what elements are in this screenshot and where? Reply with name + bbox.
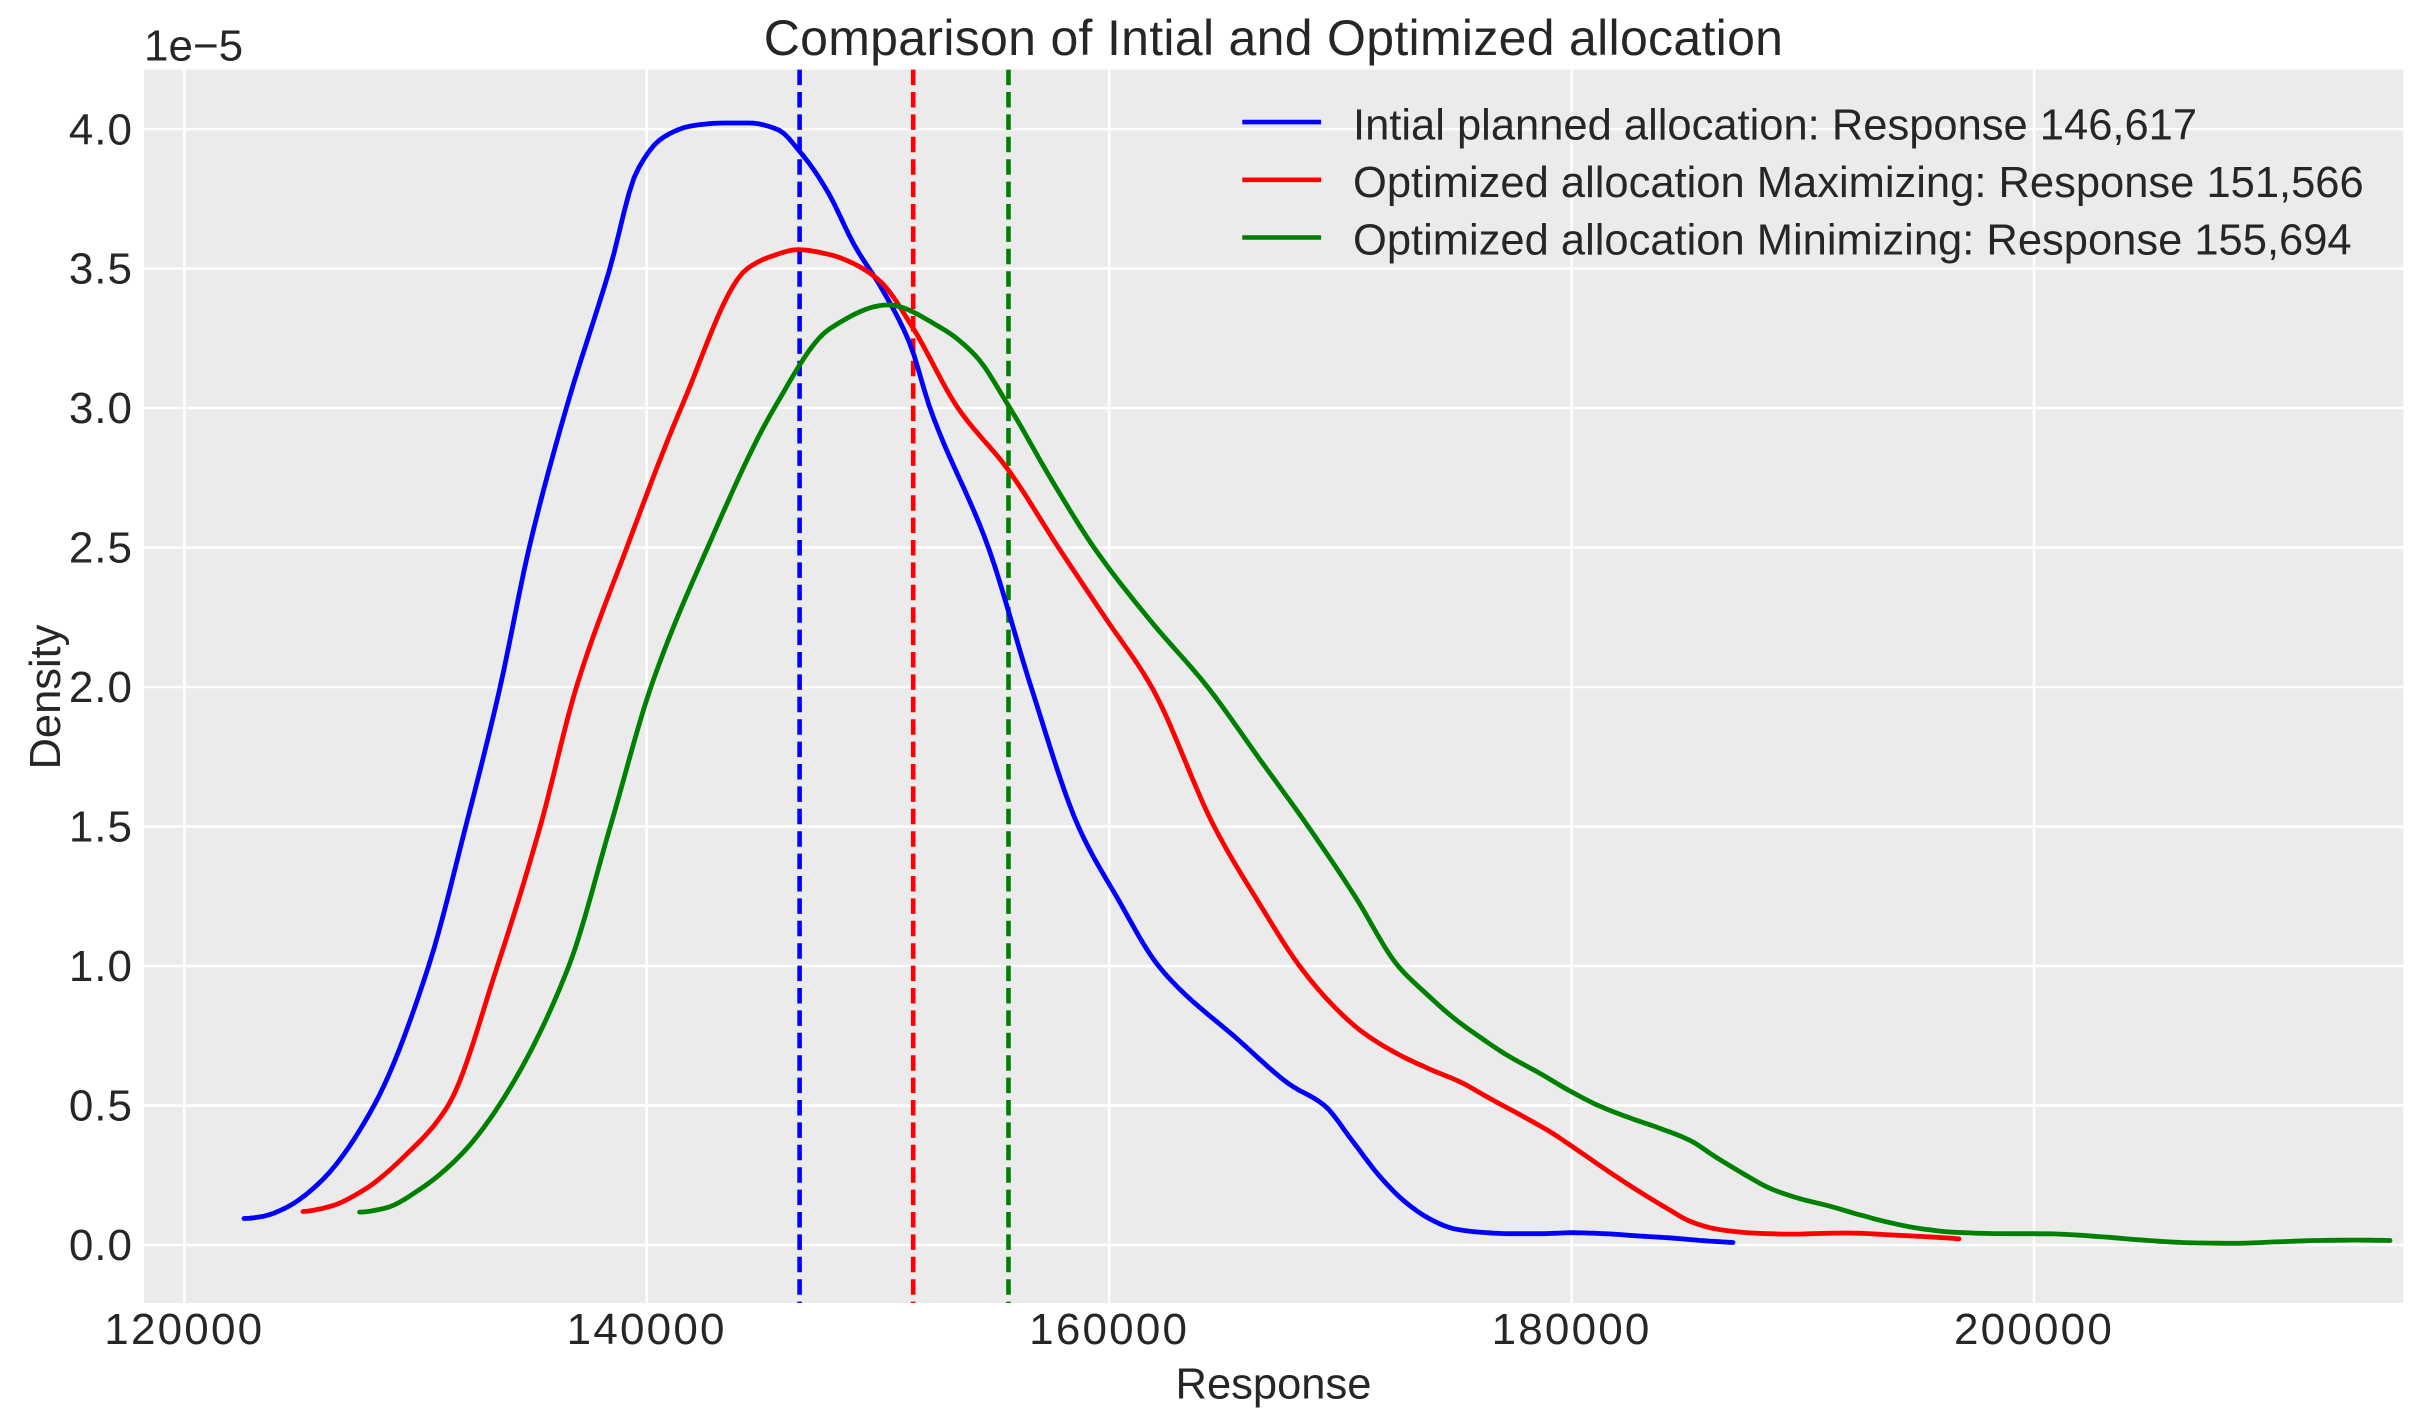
svg-text:120000: 120000 [104,1305,264,1354]
svg-text:160000: 160000 [1029,1305,1189,1354]
svg-text:180000: 180000 [1492,1305,1652,1354]
svg-text:Optimized allocation Minimizin: Optimized allocation Minimizing: Respons… [1353,217,2352,265]
svg-text:Comparison of Intial and Optim: Comparison of Intial and Optimized alloc… [764,10,1784,66]
svg-text:Density: Density [22,624,70,769]
svg-text:2.5: 2.5 [69,524,133,573]
svg-text:2.0: 2.0 [69,663,133,712]
svg-text:200000: 200000 [1954,1305,2114,1354]
svg-text:140000: 140000 [567,1305,727,1354]
svg-text:Intial planned allocation: Res: Intial planned allocation: Response 146,… [1353,101,2197,149]
svg-text:3.5: 3.5 [69,245,133,294]
svg-text:3.0: 3.0 [69,384,133,433]
svg-text:4.0: 4.0 [69,105,133,154]
svg-text:1e−5: 1e−5 [144,22,243,71]
svg-text:1.5: 1.5 [69,803,133,852]
svg-text:0.0: 0.0 [69,1221,133,1270]
svg-text:0.5: 0.5 [69,1082,133,1131]
svg-text:1.0: 1.0 [69,942,133,991]
svg-text:Optimized allocation Maximizin: Optimized allocation Maximizing: Respons… [1353,159,2364,207]
svg-text:Response: Response [1176,1361,1372,1409]
